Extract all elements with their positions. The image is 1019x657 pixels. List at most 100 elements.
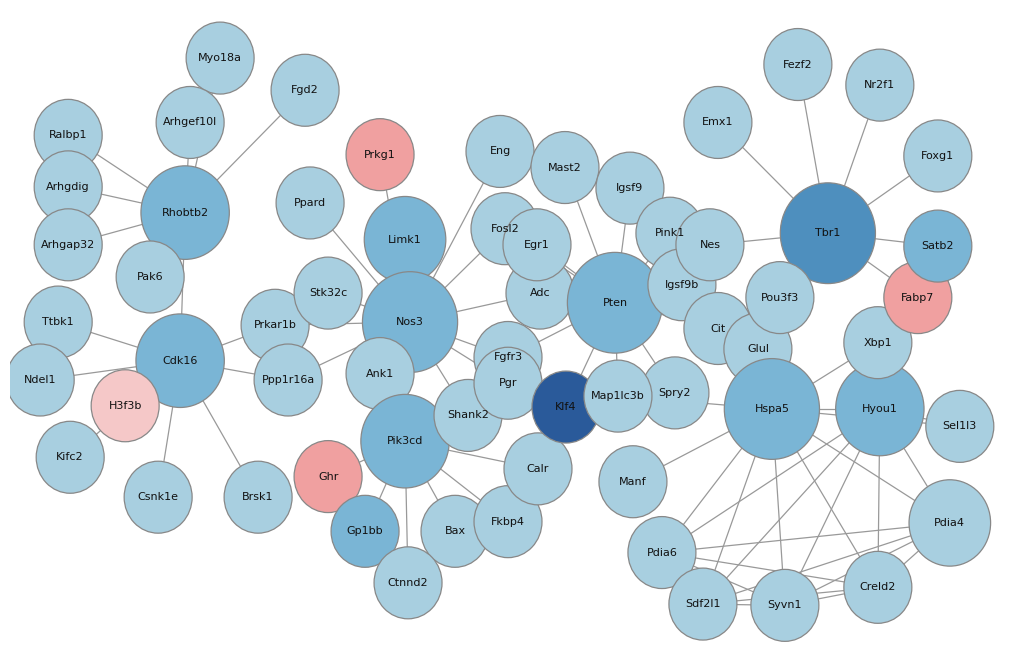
Text: Fkbp4: Fkbp4 [490,516,525,527]
Text: Emx1: Emx1 [701,118,733,127]
Text: Brsk1: Brsk1 [243,492,273,502]
Text: Map1lc3b: Map1lc3b [590,391,644,401]
Ellipse shape [883,261,951,334]
Ellipse shape [532,371,599,443]
Ellipse shape [124,461,192,533]
Ellipse shape [780,183,874,284]
Text: Glul: Glul [746,344,768,354]
Ellipse shape [156,87,224,158]
Ellipse shape [908,480,989,566]
Text: Arhgdig: Arhgdig [46,182,90,192]
Ellipse shape [595,152,663,224]
Ellipse shape [925,390,993,463]
Text: Ppard: Ppard [293,198,326,208]
Text: Fosl2: Fosl2 [490,223,519,234]
Text: Foxg1: Foxg1 [920,151,954,161]
Ellipse shape [835,362,923,456]
Ellipse shape [843,307,911,378]
Text: H3f3b: H3f3b [108,401,142,411]
Text: Sdf2l1: Sdf2l1 [685,599,720,609]
Ellipse shape [185,22,254,94]
Text: Pou3f3: Pou3f3 [760,292,798,303]
Text: Ppp1r16a: Ppp1r16a [261,375,315,385]
Ellipse shape [361,394,448,488]
Ellipse shape [434,380,501,451]
Ellipse shape [845,49,913,121]
Text: Nr2f1: Nr2f1 [863,80,895,90]
Text: Fgd2: Fgd2 [290,85,319,95]
Ellipse shape [474,321,541,394]
Ellipse shape [723,313,791,385]
Ellipse shape [635,197,703,269]
Ellipse shape [35,151,102,223]
Ellipse shape [421,495,488,567]
Ellipse shape [723,359,818,459]
Ellipse shape [35,209,102,281]
Ellipse shape [763,28,832,101]
Ellipse shape [254,344,322,416]
Ellipse shape [362,272,458,373]
Ellipse shape [35,99,102,171]
Text: Stk32c: Stk32c [309,288,346,298]
Text: Syvn1: Syvn1 [767,600,801,610]
Ellipse shape [503,433,572,505]
Text: Adc: Adc [529,288,550,298]
Ellipse shape [374,547,441,619]
Text: Eng: Eng [489,147,511,156]
Ellipse shape [640,357,708,429]
Text: Fgfr3: Fgfr3 [493,352,522,363]
Text: Pdia6: Pdia6 [646,547,677,558]
Ellipse shape [584,360,651,432]
Text: Calr: Calr [526,464,548,474]
Text: Ank1: Ank1 [366,369,393,378]
Ellipse shape [136,314,224,407]
Ellipse shape [531,131,598,204]
Ellipse shape [224,461,291,533]
Ellipse shape [502,209,571,281]
Ellipse shape [474,348,541,419]
Text: Pink1: Pink1 [654,228,685,238]
Text: Igsf9: Igsf9 [615,183,643,193]
Ellipse shape [364,196,445,283]
Ellipse shape [24,286,92,358]
Text: Cit: Cit [709,323,725,334]
Text: Ralbp1: Ralbp1 [49,130,88,141]
Text: Nos3: Nos3 [395,317,424,327]
Ellipse shape [331,495,398,567]
Ellipse shape [6,344,74,416]
Ellipse shape [598,445,666,518]
Text: Manf: Manf [619,477,646,487]
Text: Sel1l3: Sel1l3 [942,421,976,432]
Ellipse shape [668,568,736,640]
Ellipse shape [141,166,229,260]
Text: Cdk16: Cdk16 [162,355,198,366]
Text: Fabp7: Fabp7 [900,292,933,303]
Text: Pdia4: Pdia4 [933,518,964,528]
Ellipse shape [471,193,538,265]
Text: Shank2: Shank2 [446,411,488,420]
Text: Kifc2: Kifc2 [56,452,84,463]
Text: Arhgef10l: Arhgef10l [163,118,217,127]
Ellipse shape [684,87,751,158]
Ellipse shape [116,241,184,313]
Text: Pak6: Pak6 [137,272,163,282]
Text: Rhobtb2: Rhobtb2 [161,208,209,217]
Text: Spry2: Spry2 [658,388,691,398]
Ellipse shape [240,289,309,361]
Text: Hspa5: Hspa5 [754,404,789,414]
Ellipse shape [567,252,662,353]
Ellipse shape [466,116,534,187]
Text: Nes: Nes [699,240,719,250]
Text: Ndel1: Ndel1 [23,375,56,385]
Ellipse shape [293,257,362,329]
Text: Pten: Pten [602,298,627,307]
Ellipse shape [91,370,159,442]
Ellipse shape [745,261,813,334]
Text: Igsf9b: Igsf9b [664,280,698,290]
Ellipse shape [474,486,541,558]
Ellipse shape [345,338,414,409]
Text: Csnk1e: Csnk1e [138,492,178,502]
Text: Mast2: Mast2 [547,162,581,173]
Ellipse shape [505,257,574,329]
Ellipse shape [271,55,338,126]
